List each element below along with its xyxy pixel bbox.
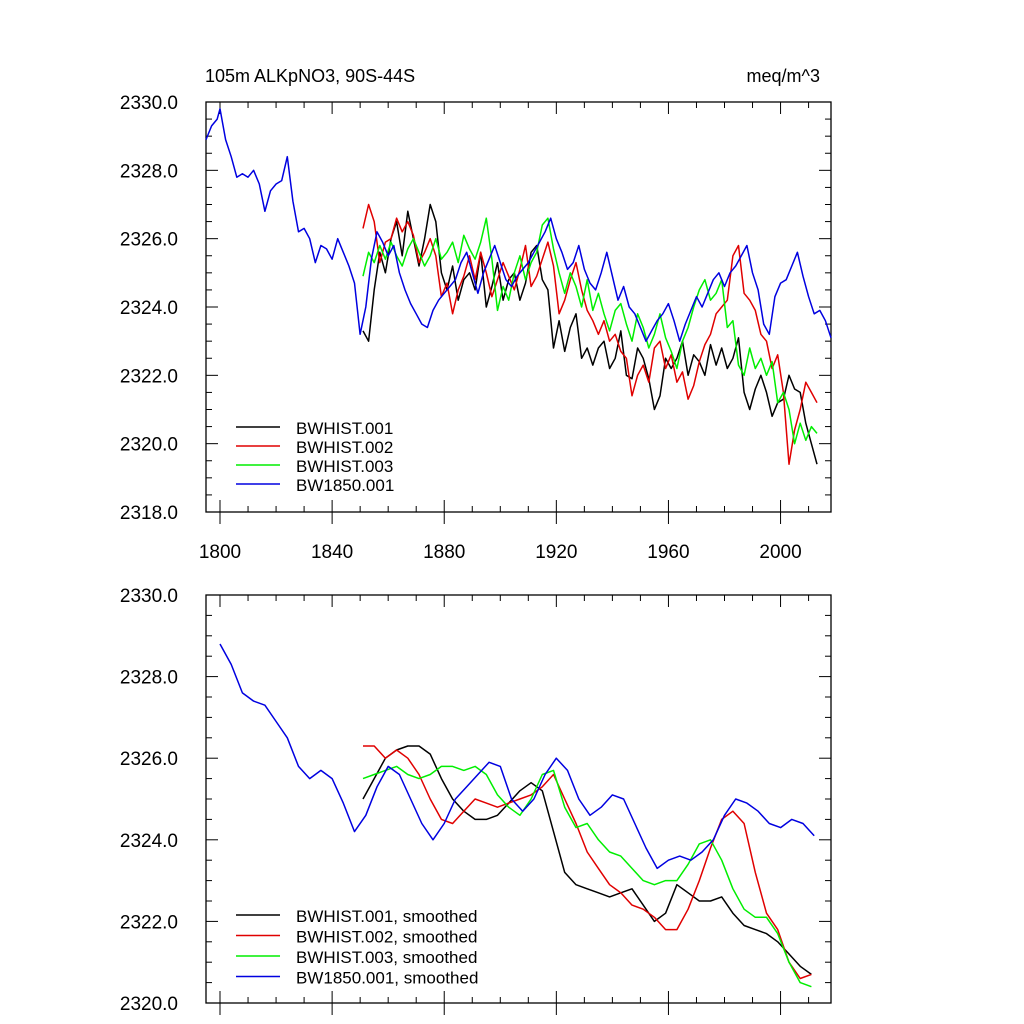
- y-tick-label: 2328.0: [120, 161, 178, 182]
- x-tick-label: 1800: [199, 542, 241, 563]
- legend-label: BWHIST.002: [296, 438, 393, 457]
- y-tick-label: 2320.0: [120, 435, 178, 456]
- y-tick-label: 2324.0: [120, 298, 178, 319]
- y-tick-label: 2322.0: [120, 912, 178, 933]
- bottom-panel: 2320.0 2322.0 2324.0 2326.0 2328.0 2330.0 BWHI…: [120, 586, 832, 1015]
- legend-label: BW1850.001: [296, 476, 394, 495]
- x-tick-label: 1840: [311, 542, 353, 563]
- series-line-bw1850-001: [219, 643, 815, 870]
- x-tick-label: 1960: [647, 542, 689, 563]
- units-label: meq/m^3: [747, 66, 820, 86]
- legend-label: BWHIST.001, smoothed: [296, 907, 477, 926]
- x-tick-label: 1880: [423, 542, 465, 563]
- series-line-bwhist-003: [362, 765, 812, 988]
- chart-title: 105m ALKpNO3, 90S-44S: [205, 66, 415, 86]
- series-line-bwhist-001: [362, 745, 812, 976]
- legend-label: BWHIST.003, smoothed: [296, 948, 477, 967]
- y-tick-label: 2326.0: [120, 749, 178, 770]
- y-tick-label: 2330.0: [120, 93, 178, 114]
- series-line-bw1850-001: [205, 108, 832, 342]
- legend-label: BW1850.001, smoothed: [296, 969, 478, 988]
- top-panel: 2318.0 2320.0 2322.0 2324.0 2326.0 2328.0 2330…: [120, 93, 832, 563]
- legend-label: BWHIST.001: [296, 419, 393, 438]
- x-tick-label: 1920: [535, 542, 577, 563]
- legend-label: BWHIST.002, smoothed: [296, 928, 477, 947]
- series-line-bwhist-002: [362, 203, 818, 465]
- series-line-bwhist-002: [363, 745, 812, 980]
- y-tick-label: 2320.0: [120, 994, 178, 1015]
- y-tick-label: 2322.0: [120, 366, 178, 387]
- legend-label: BWHIST.003: [296, 457, 393, 476]
- y-tick-label: 2324.0: [120, 831, 178, 852]
- y-tick-label: 2328.0: [120, 668, 178, 689]
- x-tick-label: 2000: [759, 542, 801, 563]
- y-tick-label: 2330.0: [120, 586, 178, 607]
- series-line-bwhist-003: [362, 217, 818, 445]
- y-tick-label: 2326.0: [120, 230, 178, 251]
- y-tick-label: 2318.0: [120, 503, 178, 524]
